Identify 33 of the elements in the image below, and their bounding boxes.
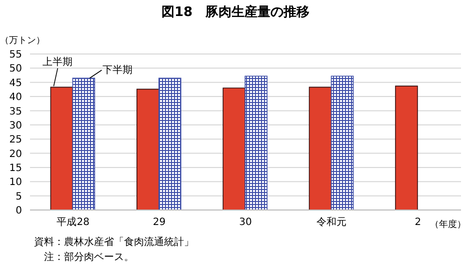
bar xyxy=(244,76,268,210)
bar xyxy=(330,76,354,210)
bar xyxy=(136,88,160,210)
y-tick-label: 30 xyxy=(9,120,22,132)
bar xyxy=(50,86,74,210)
y-tick-label: 40 xyxy=(9,92,22,104)
bar xyxy=(395,86,418,210)
text: 資料：農林水産省「食肉流通統計」 xyxy=(34,236,194,249)
x-tick-label: 30 xyxy=(239,217,252,228)
series-label: 下半期 xyxy=(102,64,133,76)
y-tick-label: 35 xyxy=(9,106,22,118)
bar xyxy=(308,86,332,210)
series-label: 上半期 xyxy=(42,56,73,68)
y-tick-label: 10 xyxy=(9,177,22,188)
y-tick-label: 50 xyxy=(9,64,22,75)
y-tick-label: 0 xyxy=(16,206,22,217)
bar xyxy=(222,88,246,210)
y-tick-label: 15 xyxy=(9,163,22,174)
y-tick-label: 20 xyxy=(9,148,22,160)
y-tick-label: 55 xyxy=(9,50,22,61)
x-tick-label: 2 xyxy=(414,217,422,228)
y-tick-label: 5 xyxy=(16,191,22,202)
bar xyxy=(158,78,182,210)
x-tick-label: 29 xyxy=(152,217,166,228)
y-tick-label: 45 xyxy=(9,78,22,89)
text: 注：部分肉ベース。 xyxy=(43,250,134,264)
bar xyxy=(72,78,96,210)
x-tick-label: 平成28 xyxy=(56,216,90,228)
y-axis-title: （万トン） xyxy=(0,35,45,47)
chart-title: 図18 豚肉生産量の推移 xyxy=(160,4,311,21)
x-axis-title: （年度） xyxy=(430,218,466,231)
x-tick-label: 令和元 xyxy=(316,216,347,228)
y-tick-label: 25 xyxy=(9,134,22,146)
